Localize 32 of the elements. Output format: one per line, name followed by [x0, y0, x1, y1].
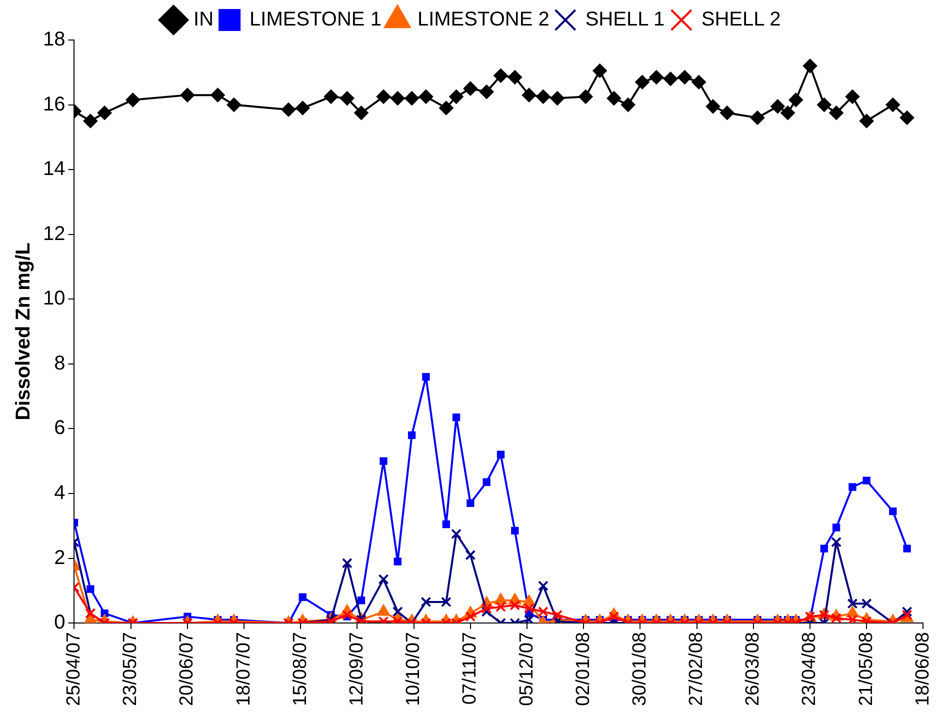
y-axis-title: Dissolved Zn mg/L: [12, 242, 35, 420]
x-tick-label: 10/10/07: [403, 632, 424, 706]
x-tick-label: 07/11/07: [460, 632, 481, 705]
y-tick-label: 8: [54, 352, 66, 374]
y-tick-label: 10: [42, 288, 66, 310]
legend-label: IN: [194, 8, 214, 31]
x-tick-label: 15/08/07: [290, 632, 311, 706]
legend-label: LIMESTONE 1: [250, 8, 382, 31]
y-tick-label: 2: [54, 546, 66, 569]
x-tick-label: 20/06/07: [176, 632, 198, 706]
x-tick-label: 18/07/07: [233, 632, 254, 706]
legend-label: LIMESTONE 2: [417, 8, 550, 31]
x-tick-label: 23/05/07: [120, 632, 142, 706]
x-tick-label: 21/05/08: [856, 632, 877, 706]
y-tick-label: 16: [42, 93, 66, 116]
x-tick-label: 05/12/07: [516, 632, 538, 706]
legend-label: SHELL 1: [585, 8, 665, 31]
y-tick-label: 6: [54, 417, 66, 440]
x-tick-label: 25/04/07: [63, 632, 84, 706]
y-tick-label: 18: [42, 28, 66, 51]
y-tick-label: 12: [42, 222, 66, 245]
y-tick-label: 4: [54, 482, 66, 504]
legend-label: SHELL 2: [701, 8, 781, 31]
x-tick-label: 30/01/08: [629, 632, 650, 706]
x-tick-label: 23/04/08: [799, 632, 820, 706]
y-tick-label: 14: [42, 158, 66, 180]
x-tick-label: 12/09/07: [346, 632, 368, 706]
x-tick-label: 02/01/08: [572, 632, 594, 706]
x-tick-label: 26/03/08: [742, 632, 764, 706]
x-tick-label: 18/06/08: [912, 632, 934, 706]
x-tick-label: 27/02/08: [686, 632, 708, 706]
y-tick-label: 0: [54, 612, 66, 634]
